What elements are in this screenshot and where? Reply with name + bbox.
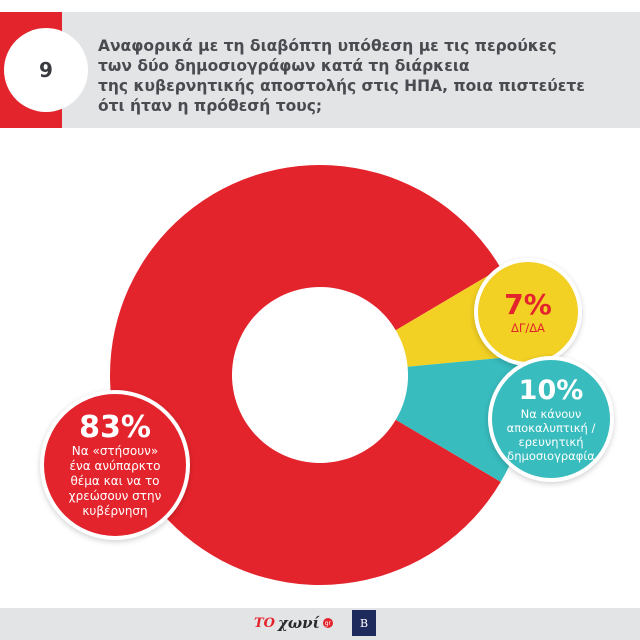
publisher-logo: ΤΟ χωνί gr (254, 610, 333, 636)
question-line: της κυβερνητικής αποστολής στις ΗΠΑ, ποι… (98, 77, 585, 95)
question-line: των δύο δημοσιογράφων κατά τη διάρκεια (98, 57, 470, 75)
callout-83: 83% Να «στήσουν» ένα ανύπαρκτο θέμα και … (40, 390, 190, 540)
callout-line: χρεώσουν στην (68, 488, 162, 503)
footer-band (0, 608, 640, 640)
callout-line: ερευνητική (518, 435, 584, 449)
callout-line: Να «στήσουν» (71, 443, 159, 458)
header-band (0, 12, 640, 128)
callout-7-value: 7% (504, 288, 552, 321)
question-line: ότι ήταν η πρόθεσή τους; (98, 97, 323, 115)
callout-10: 10% Να κάνουν αποκαλυπτική / ερευνητική … (488, 356, 614, 482)
callout-10-label: Να κάνουν αποκαλυπτική / ερευνητική δημο… (499, 407, 604, 463)
callout-line: κυβέρνηση (82, 503, 148, 518)
partner-logo: Β (352, 610, 376, 636)
callout-line: ένα ανύπαρκτο (69, 458, 161, 473)
callout-7: 7% ΔΓ/ΔΑ (474, 258, 582, 366)
callout-10-value: 10% (518, 375, 584, 406)
callout-line: αποκαλυπτική / (506, 421, 596, 435)
question-line: Αναφορικά με τη διαβόπτη υπόθεση με τις … (98, 37, 557, 55)
callout-line: δημοσιογραφία (507, 449, 595, 463)
callout-7-label: ΔΓ/ΔΑ (503, 321, 553, 335)
callout-83-value: 83% (79, 409, 151, 445)
question-number-badge: 9 (4, 28, 88, 112)
callout-line: ΔΓ/ΔΑ (511, 321, 545, 335)
logo-badge: gr (322, 618, 333, 628)
logo-mark: ΤΟ (254, 615, 275, 631)
callout-83-label: Να «στήσουν» ένα ανύπαρκτο θέμα και να τ… (61, 444, 170, 519)
donut-slice-1 (110, 165, 501, 586)
callout-line: θέμα και να το (70, 473, 160, 488)
question-text: Αναφορικά με τη διαβόπτη υπόθεση με τις … (98, 36, 618, 116)
callout-line: Να κάνουν (520, 407, 582, 421)
question-number: 9 (39, 58, 53, 82)
logo-text: χωνί (278, 614, 320, 632)
